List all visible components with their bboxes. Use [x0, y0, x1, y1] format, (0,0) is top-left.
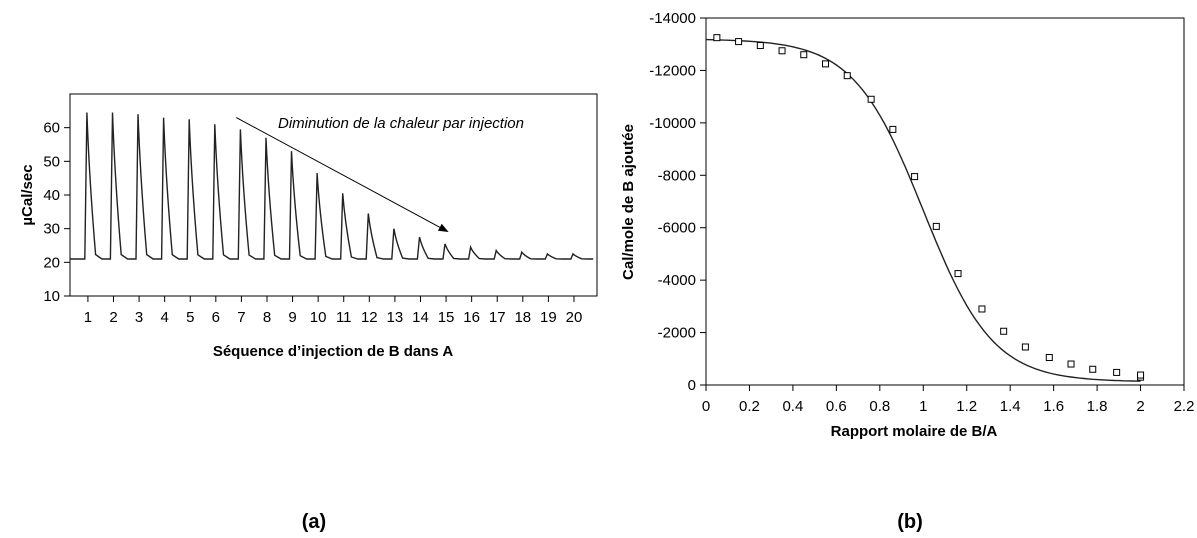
chart-a-xtick-label: 17	[489, 309, 506, 326]
chart-a-xtick-label: 11	[336, 309, 352, 326]
chart-a-ytick-label: 40	[43, 187, 60, 204]
chart-a-annotation-arrow	[236, 117, 441, 228]
chart-a-xtick-label: 13	[387, 309, 404, 326]
chart-b-ytick-label: -8000	[658, 167, 696, 184]
chart-a-annotation-arrowhead	[437, 223, 449, 233]
chart-b-point	[1000, 327, 1008, 335]
chart-b-ytick-label: -10000	[649, 115, 696, 132]
chart-b-xtick-label: 0	[702, 398, 710, 415]
chart-a-xtick-label: 16	[463, 309, 480, 326]
chart-a-xtick-label: 2	[109, 309, 117, 326]
chart-b-ticks: 0 -2000 -4000 -6000 -8000 -10000 -12000 -14000 0…	[649, 10, 1194, 415]
chart-a-xtick-label: 6	[212, 309, 220, 326]
chart-a-ytick-label: 50	[43, 153, 60, 170]
chart-b-xtick-label: 0.4	[782, 398, 803, 415]
chart-b-ytick-label: -12000	[649, 62, 696, 79]
chart-a-trace	[70, 112, 594, 260]
chart-a-xlabel: Séquence d’injection de B dans A	[213, 343, 453, 360]
chart-b-point	[911, 173, 919, 181]
chart-a-xtick-label: 15	[438, 309, 455, 326]
chart-b-point	[867, 95, 875, 103]
chart-a-ylabel: µCal/sec	[19, 164, 36, 225]
chart-a-xtick-label: 10	[310, 309, 327, 326]
chart-a-xtick-label: 1	[84, 309, 92, 326]
chart-b-xlabel: Rapport molaire de B/A	[831, 423, 998, 440]
chart-b-xtick-label: 1.8	[1087, 398, 1108, 415]
chart-b-xtick-label: 0.8	[869, 398, 890, 415]
chart-b-ytick-label: 0	[688, 377, 696, 394]
chart-a-xtick-label: 8	[263, 309, 271, 326]
chart-b-point	[1113, 368, 1121, 376]
chart-b-points	[713, 34, 1145, 381]
chart-b-point	[932, 222, 940, 230]
panel-label-a: (a)	[302, 511, 326, 533]
chart-a-ytick-label: 60	[43, 120, 60, 137]
chart-b-point	[822, 60, 829, 68]
chart-a-xtick-label: 7	[237, 309, 245, 326]
chart-a-annotation: Diminution de la chaleur par injection	[278, 115, 524, 132]
chart-b-point	[843, 72, 851, 80]
chart-a-xtick-label: 3	[135, 309, 143, 326]
chart-b-xtick-label: 1.4	[1000, 398, 1021, 415]
chart-b-frame	[705, 17, 1185, 386]
chart-a-xtick-label: 18	[514, 309, 531, 326]
panel-label-b: (b)	[897, 511, 923, 533]
chart-a-xtick-label: 14	[412, 309, 429, 326]
chart-b-xtick-label: 1.2	[956, 398, 977, 415]
chart-b-point	[1021, 343, 1029, 351]
chart-b-ytick-label: -4000	[658, 272, 696, 289]
chart-a-ytick-label: 10	[43, 288, 60, 305]
chart-b-point	[800, 51, 808, 59]
chart-b-xtick-label: 1	[919, 398, 927, 415]
chart-b-point	[713, 34, 721, 42]
chart-b-ytick-label: -2000	[658, 325, 696, 342]
chart-b-point	[1089, 365, 1097, 373]
chart-b-point	[1137, 371, 1145, 379]
chart-b-fit-curve	[705, 38, 1141, 382]
chart-a-ytick-label: 30	[43, 221, 60, 238]
chart-b-ytick-label: -14000	[649, 10, 696, 27]
chart-a-xtick-label: 4	[160, 309, 168, 326]
chart-b: 0 -2000 -4000 -6000 -8000 -10000 -12000 -14000 0…	[620, 10, 1194, 440]
chart-b-xtick-label: 1.6	[1043, 398, 1064, 415]
chart-b-xtick-label: 0.2	[739, 398, 760, 415]
chart-b-ytick-label: -6000	[658, 220, 696, 237]
chart-b-xtick-label: 2	[1136, 398, 1144, 415]
chart-b-point	[735, 38, 743, 46]
chart-b-point	[978, 305, 986, 313]
chart-b-xtick-label: 2.2	[1174, 398, 1195, 415]
chart-b-ylabel: Cal/mole de B ajoutée	[620, 124, 637, 280]
chart-a-xtick-label: 12	[361, 309, 378, 326]
chart-b-xtick-label: 0.6	[826, 398, 847, 415]
chart-b-point	[1067, 360, 1075, 368]
chart-b-point	[778, 47, 786, 55]
chart-b-point	[954, 270, 962, 278]
chart-b-point	[1045, 353, 1053, 361]
chart-b-point	[889, 125, 897, 133]
chart-a-xtick-label: 19	[540, 309, 557, 326]
chart-a-ytick-label: 20	[43, 254, 60, 271]
chart-a-xtick-label: 20	[566, 309, 583, 326]
chart-b-point	[756, 42, 764, 50]
chart-a-xtick-label: 9	[288, 309, 296, 326]
chart-a-xtick-label: 5	[186, 309, 194, 326]
